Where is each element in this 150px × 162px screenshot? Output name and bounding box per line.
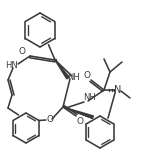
Polygon shape [63, 107, 93, 118]
Polygon shape [55, 60, 69, 79]
Text: O: O [46, 116, 54, 125]
Text: NH: NH [83, 93, 95, 103]
Text: HN: HN [5, 60, 17, 69]
Text: O: O [18, 47, 26, 57]
Text: O: O [84, 70, 90, 80]
Text: O: O [76, 116, 84, 126]
Text: NH: NH [68, 73, 80, 81]
Text: N: N [114, 85, 122, 95]
